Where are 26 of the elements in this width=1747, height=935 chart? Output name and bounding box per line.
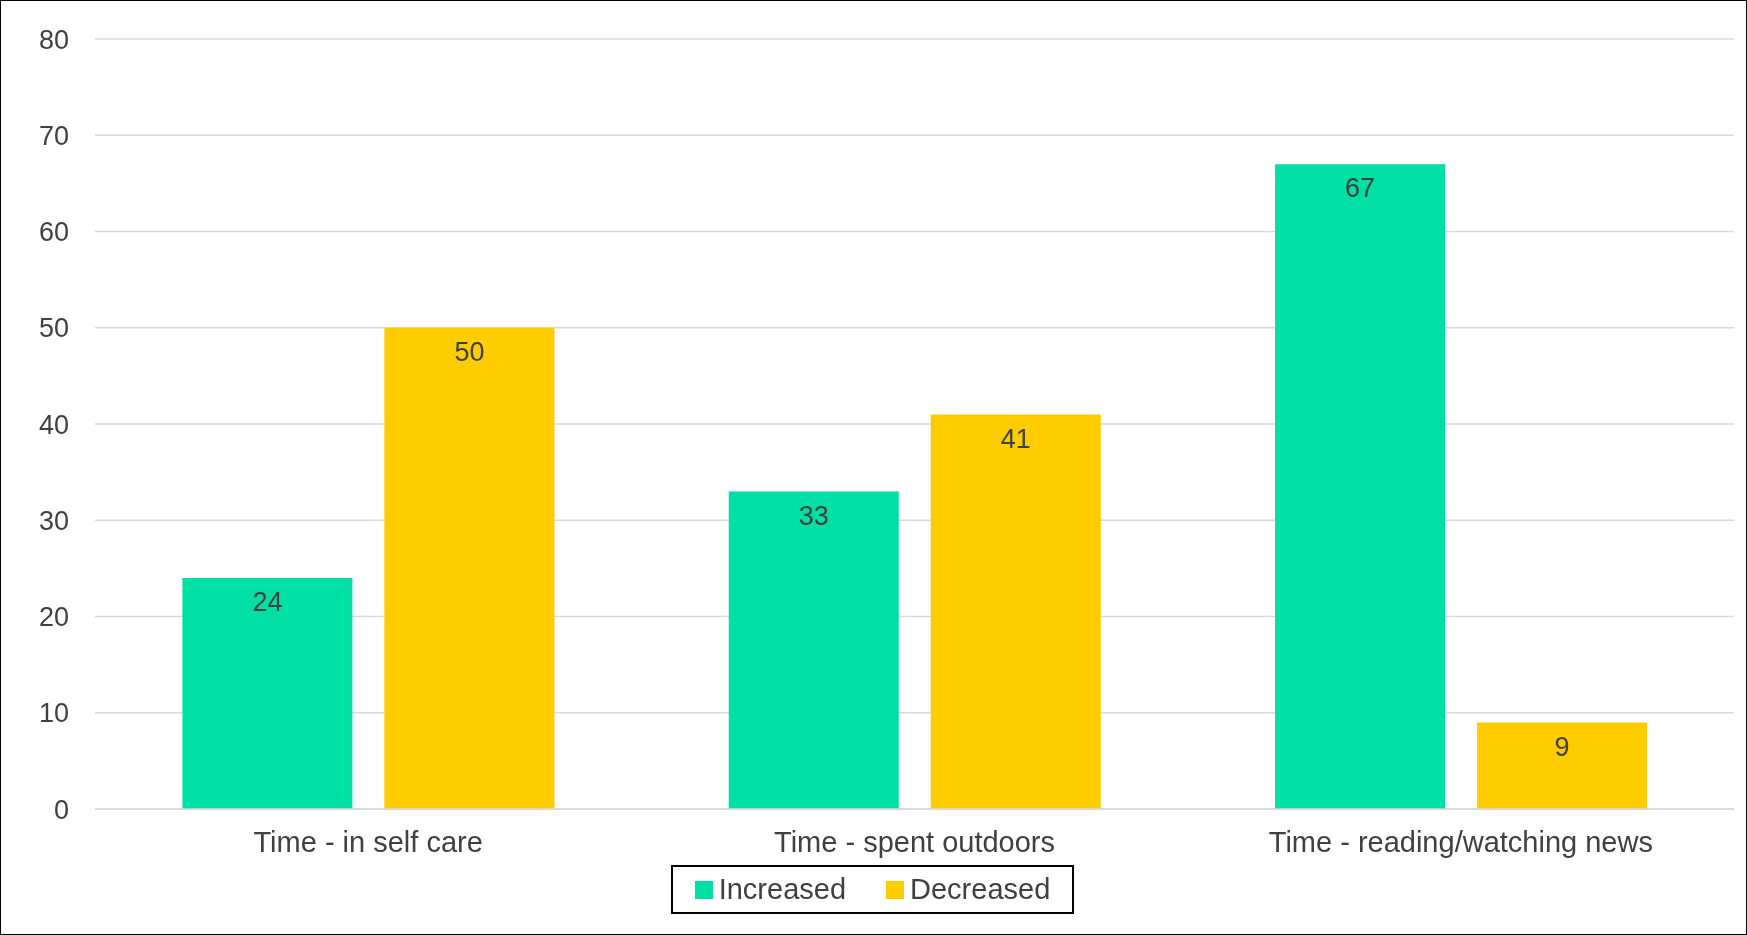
data-label: 50 <box>454 336 485 367</box>
legend-label: Increased <box>717 873 847 906</box>
data-label: 9 <box>1554 731 1570 762</box>
y-tick-label: 10 <box>38 698 69 729</box>
y-tick-label: 0 <box>53 794 69 825</box>
y-tick-label: 50 <box>38 313 69 344</box>
bar <box>384 327 555 809</box>
legend-label: Decreased <box>909 873 1051 906</box>
data-label: 41 <box>1000 423 1031 454</box>
y-tick-label: 40 <box>38 409 69 440</box>
y-tick-label: 70 <box>38 120 69 151</box>
y-tick-label: 20 <box>38 602 69 633</box>
x-tick-label: Time - in self care <box>253 825 483 858</box>
y-tick-label: 30 <box>38 505 69 536</box>
x-tick-label: Time - spent outdoors <box>774 825 1055 858</box>
data-label: 24 <box>252 587 283 618</box>
data-label: 67 <box>1345 173 1376 204</box>
bar <box>930 414 1101 809</box>
y-tick-label: 80 <box>38 24 69 55</box>
bar <box>728 491 899 809</box>
data-label: 33 <box>798 500 829 531</box>
x-tick-label: Time - reading/watching news <box>1268 825 1653 858</box>
bar <box>182 578 353 809</box>
bar <box>1275 164 1446 809</box>
bar <box>1477 722 1648 809</box>
y-tick-label: 60 <box>38 217 69 248</box>
